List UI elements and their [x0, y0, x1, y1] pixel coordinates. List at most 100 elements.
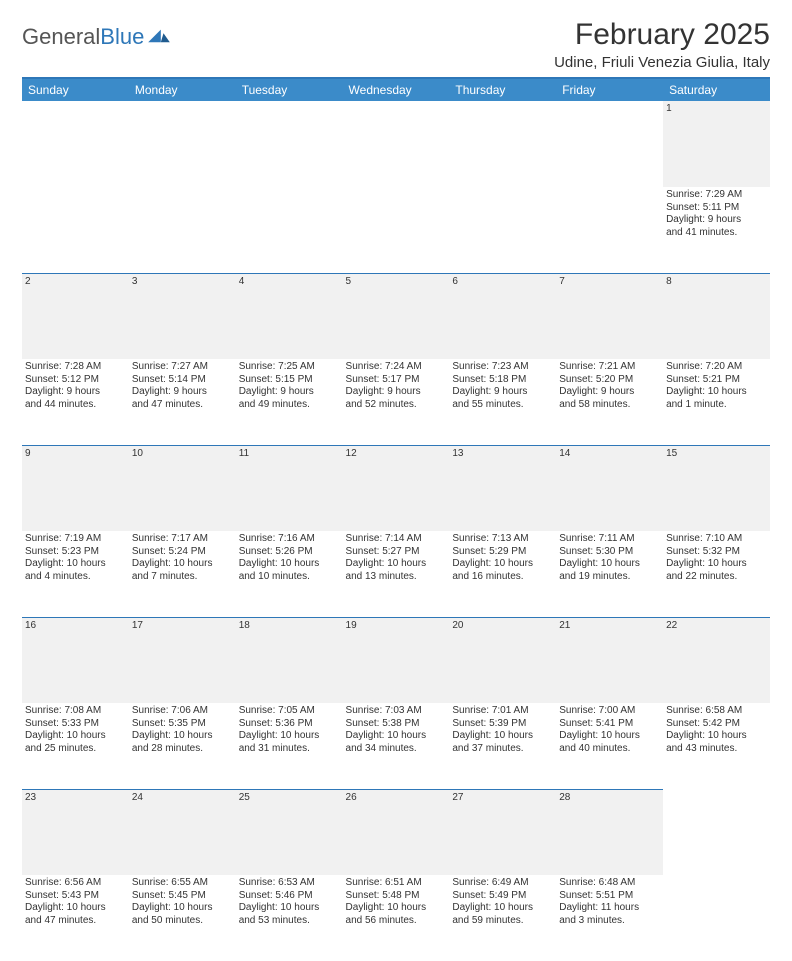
day-cell: Sunrise: 7:14 AMSunset: 5:27 PMDaylight:… — [343, 531, 450, 617]
day-number — [236, 101, 343, 187]
day-day1: Daylight: 10 hours — [132, 902, 233, 915]
day-sunrise: Sunrise: 7:23 AM — [452, 361, 553, 374]
day-number: 10 — [129, 445, 236, 531]
day-number: 25 — [236, 789, 343, 875]
day-number — [22, 101, 129, 187]
day-number: 28 — [556, 789, 663, 875]
day-number: 8 — [663, 273, 770, 359]
logo-text-blue: Blue — [100, 24, 144, 50]
day-cell: Sunrise: 7:17 AMSunset: 5:24 PMDaylight:… — [129, 531, 236, 617]
day-sunset: Sunset: 5:15 PM — [239, 374, 340, 387]
day-sunrise: Sunrise: 7:03 AM — [346, 705, 447, 718]
day-cell: Sunrise: 7:05 AMSunset: 5:36 PMDaylight:… — [236, 703, 343, 789]
day-day2: and 28 minutes. — [132, 743, 233, 756]
day-number: 15 — [663, 445, 770, 531]
day-number-row: 9101112131415 — [22, 445, 770, 531]
day-number-row: 1 — [22, 101, 770, 187]
day-day2: and 58 minutes. — [559, 399, 660, 412]
day-number: 16 — [22, 617, 129, 703]
day-day2: and 50 minutes. — [132, 915, 233, 928]
day-number: 9 — [22, 445, 129, 531]
day-day1: Daylight: 9 hours — [346, 386, 447, 399]
day-sunrise: Sunrise: 6:48 AM — [559, 877, 660, 890]
weekday-header: Tuesday — [236, 79, 343, 101]
day-sunset: Sunset: 5:39 PM — [452, 718, 553, 731]
day-cell: Sunrise: 7:08 AMSunset: 5:33 PMDaylight:… — [22, 703, 129, 789]
day-number-row: 232425262728 — [22, 789, 770, 875]
day-sunrise: Sunrise: 7:01 AM — [452, 705, 553, 718]
day-day1: Daylight: 10 hours — [346, 558, 447, 571]
day-day1: Daylight: 10 hours — [239, 558, 340, 571]
day-number: 11 — [236, 445, 343, 531]
day-sunrise: Sunrise: 7:27 AM — [132, 361, 233, 374]
day-cell — [663, 875, 770, 961]
day-sunset: Sunset: 5:24 PM — [132, 546, 233, 559]
day-day1: Daylight: 10 hours — [452, 902, 553, 915]
day-day1: Daylight: 10 hours — [132, 730, 233, 743]
day-content-row: Sunrise: 7:19 AMSunset: 5:23 PMDaylight:… — [22, 531, 770, 617]
day-sunset: Sunset: 5:26 PM — [239, 546, 340, 559]
day-sunrise: Sunrise: 7:08 AM — [25, 705, 126, 718]
day-cell: Sunrise: 7:06 AMSunset: 5:35 PMDaylight:… — [129, 703, 236, 789]
day-day2: and 19 minutes. — [559, 571, 660, 584]
logo-text-gray: General — [22, 24, 100, 50]
day-cell: Sunrise: 6:53 AMSunset: 5:46 PMDaylight:… — [236, 875, 343, 961]
day-content-row: Sunrise: 7:28 AMSunset: 5:12 PMDaylight:… — [22, 359, 770, 445]
day-day1: Daylight: 9 hours — [25, 386, 126, 399]
logo-mark-icon — [148, 26, 170, 44]
day-day2: and 13 minutes. — [346, 571, 447, 584]
day-day2: and 1 minute. — [666, 399, 767, 412]
day-day1: Daylight: 9 hours — [132, 386, 233, 399]
day-sunrise: Sunrise: 6:49 AM — [452, 877, 553, 890]
day-cell: Sunrise: 7:13 AMSunset: 5:29 PMDaylight:… — [449, 531, 556, 617]
day-number: 2 — [22, 273, 129, 359]
day-number — [129, 101, 236, 187]
day-sunrise: Sunrise: 7:19 AM — [25, 533, 126, 546]
day-sunrise: Sunrise: 6:55 AM — [132, 877, 233, 890]
day-day1: Daylight: 9 hours — [239, 386, 340, 399]
day-day1: Daylight: 10 hours — [452, 558, 553, 571]
day-day2: and 47 minutes. — [132, 399, 233, 412]
weekday-header: Monday — [129, 79, 236, 101]
weekday-header: Friday — [556, 79, 663, 101]
day-sunrise: Sunrise: 7:11 AM — [559, 533, 660, 546]
day-day2: and 16 minutes. — [452, 571, 553, 584]
day-sunrise: Sunrise: 7:24 AM — [346, 361, 447, 374]
day-number: 1 — [663, 101, 770, 187]
day-day2: and 47 minutes. — [25, 915, 126, 928]
day-day1: Daylight: 10 hours — [132, 558, 233, 571]
day-number — [663, 789, 770, 875]
day-day2: and 10 minutes. — [239, 571, 340, 584]
day-number: 7 — [556, 273, 663, 359]
day-sunset: Sunset: 5:32 PM — [666, 546, 767, 559]
day-cell: Sunrise: 6:56 AMSunset: 5:43 PMDaylight:… — [22, 875, 129, 961]
day-day2: and 44 minutes. — [25, 399, 126, 412]
day-day1: Daylight: 10 hours — [239, 902, 340, 915]
day-day1: Daylight: 10 hours — [239, 730, 340, 743]
day-sunset: Sunset: 5:11 PM — [666, 202, 767, 215]
day-number: 6 — [449, 273, 556, 359]
day-sunset: Sunset: 5:17 PM — [346, 374, 447, 387]
day-sunset: Sunset: 5:29 PM — [452, 546, 553, 559]
day-number: 5 — [343, 273, 450, 359]
day-cell: Sunrise: 7:25 AMSunset: 5:15 PMDaylight:… — [236, 359, 343, 445]
day-number: 14 — [556, 445, 663, 531]
day-sunrise: Sunrise: 7:29 AM — [666, 189, 767, 202]
day-sunrise: Sunrise: 6:56 AM — [25, 877, 126, 890]
day-cell: Sunrise: 7:23 AMSunset: 5:18 PMDaylight:… — [449, 359, 556, 445]
day-day2: and 41 minutes. — [666, 227, 767, 240]
day-cell: Sunrise: 7:28 AMSunset: 5:12 PMDaylight:… — [22, 359, 129, 445]
day-day2: and 37 minutes. — [452, 743, 553, 756]
day-number: 21 — [556, 617, 663, 703]
day-sunset: Sunset: 5:38 PM — [346, 718, 447, 731]
day-day2: and 55 minutes. — [452, 399, 553, 412]
day-sunset: Sunset: 5:46 PM — [239, 890, 340, 903]
day-cell: Sunrise: 7:10 AMSunset: 5:32 PMDaylight:… — [663, 531, 770, 617]
day-sunrise: Sunrise: 6:58 AM — [666, 705, 767, 718]
day-number: 27 — [449, 789, 556, 875]
day-day1: Daylight: 10 hours — [25, 730, 126, 743]
day-cell: Sunrise: 6:51 AMSunset: 5:48 PMDaylight:… — [343, 875, 450, 961]
day-cell: Sunrise: 6:48 AMSunset: 5:51 PMDaylight:… — [556, 875, 663, 961]
day-sunset: Sunset: 5:45 PM — [132, 890, 233, 903]
day-cell — [449, 187, 556, 273]
